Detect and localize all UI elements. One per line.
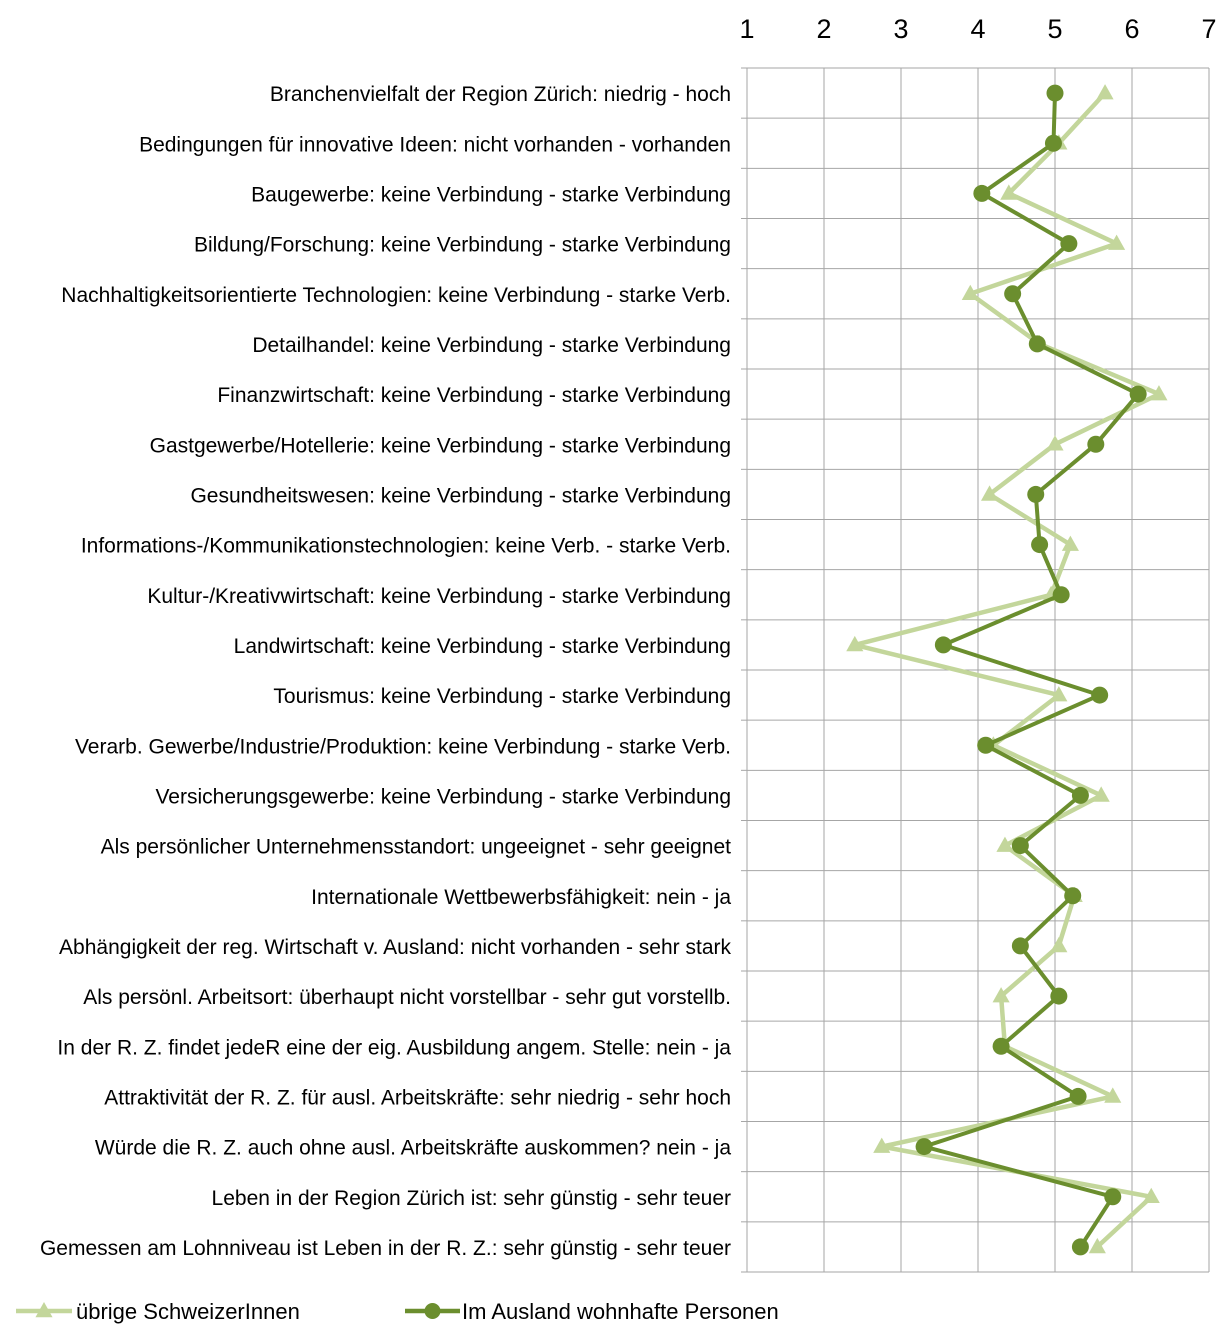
data-point [1096,84,1114,100]
category-label: Detailhandel: keine Verbindung - starke … [252,334,731,357]
category-label: Landwirtschaft: keine Verbindung - stark… [234,635,731,658]
data-point [1092,786,1110,802]
data-point [992,987,1010,1003]
data-point [961,284,979,301]
plot-grid [741,67,1210,1273]
legend: übrige SchweizerInnen Im Ausland wohnhaft… [16,1299,779,1324]
category-label: Gastgewerbe/Hotellerie: keine Verbindung… [150,434,731,457]
category-label: Attraktivität der R. Z. für ausl. Arbeit… [104,1086,731,1109]
legend-label: Im Ausland wohnhafte Personen [462,1299,779,1324]
category-label: Gesundheitswesen: keine Verbindung - sta… [190,484,731,507]
category-label: Bedingungen für innovative Ideen: nicht … [139,133,731,156]
category-label: Würde die R. Z. auch ohne ausl. Arbeitsk… [95,1137,731,1160]
x-tick-label: 6 [1124,14,1139,44]
data-point [1031,536,1049,554]
category-label: Bildung/Forschung: keine Verbindung - st… [194,234,731,257]
data-point [1104,1188,1122,1206]
x-tick-label: 7 [1201,14,1216,44]
data-point [1046,84,1064,102]
category-label: Als persönl. Arbeitsort: überhaupt nicht… [83,986,731,1009]
data-point [1108,234,1126,250]
series-uebrige-schweizerinnen [846,84,1168,1254]
data-point [934,636,952,654]
data-point [1050,686,1068,702]
x-tick-label: 4 [970,14,985,44]
category-labels: Branchenvielfalt der Region Zürich: nied… [40,83,732,1260]
data-point [1150,385,1168,401]
data-point [1050,936,1068,953]
legend-item: übrige SchweizerInnen [16,1299,300,1324]
x-tick-label: 3 [893,14,908,44]
category-label: Informations-/Kommunikationstechnologien… [81,535,731,558]
data-point [1091,686,1109,704]
data-point [996,836,1014,852]
data-point [1064,887,1082,905]
x-tick-label: 1 [739,14,754,44]
category-label: Internationale Wettbewerbsfähigkeit: nei… [311,886,731,909]
category-label: Versicherungsgewerbe: keine Verbindung -… [155,785,731,808]
category-label: Als persönlicher Unternehmensstandort: u… [101,836,732,859]
data-point [1071,1238,1089,1256]
data-point [1027,485,1045,503]
category-label: In der R. Z. findet jedeR eine der eig. … [57,1036,731,1059]
data-point [1087,435,1105,453]
series-line [922,93,1141,1248]
series-line [852,91,1162,1249]
data-point [973,184,991,202]
category-label: Finanzwirtschaft: keine Verbindung - sta… [217,384,731,407]
data-point [1011,837,1029,855]
data-point [1088,1237,1106,1254]
data-point [1052,586,1070,604]
data-point [1000,184,1018,200]
data-point [1060,235,1078,253]
data-point [873,1137,891,1153]
x-tick-label: 2 [816,14,831,44]
legend-item: Im Ausland wohnhafte Personen [405,1299,779,1324]
category-label: Kultur-/Kreativwirtschaft: keine Verbind… [147,585,731,608]
category-label: Leben in der Region Zürich ist: sehr gün… [212,1187,731,1210]
data-point [1044,134,1062,152]
data-point [1071,786,1089,804]
data-point [1004,285,1022,303]
legend-label: übrige SchweizerInnen [76,1299,300,1324]
data-point [992,1037,1010,1055]
category-label: Gemessen am Lohnniveau ist Leben in der … [40,1237,731,1260]
data-point [977,736,995,754]
category-label: Verarb. Gewerbe/Industrie/Produktion: ke… [75,735,731,758]
data-point [1028,335,1046,353]
data-point [981,485,999,501]
category-label: Nachhaltigkeitsorientierte Technologien:… [61,284,731,307]
data-point [1011,937,1029,955]
series-im-ausland-wohnhafte [915,84,1147,1256]
data-point [1069,1087,1087,1105]
legend-marker [35,1302,53,1318]
data-point [1142,1187,1160,1204]
data-point [1061,535,1079,551]
data-point [1129,385,1147,403]
legend-marker [424,1303,441,1319]
data-point [1104,1087,1122,1103]
data-point [915,1138,933,1156]
data-point [1050,987,1068,1005]
category-label: Baugewerbe: keine Verbindung - starke Ve… [251,183,731,206]
data-point [846,635,864,652]
category-label: Tourismus: keine Verbindung - starke Ver… [273,685,731,708]
x-tick-label: 5 [1047,14,1062,44]
data-point [1046,435,1064,451]
x-axis-ticks: 1 2 3 4 5 6 7 [739,14,1216,44]
series-layer [846,84,1168,1256]
category-label: Branchenvielfalt der Region Zürich: nied… [270,83,731,106]
category-label: Abhängigkeit der reg. Wirtschaft v. Ausl… [59,936,731,959]
